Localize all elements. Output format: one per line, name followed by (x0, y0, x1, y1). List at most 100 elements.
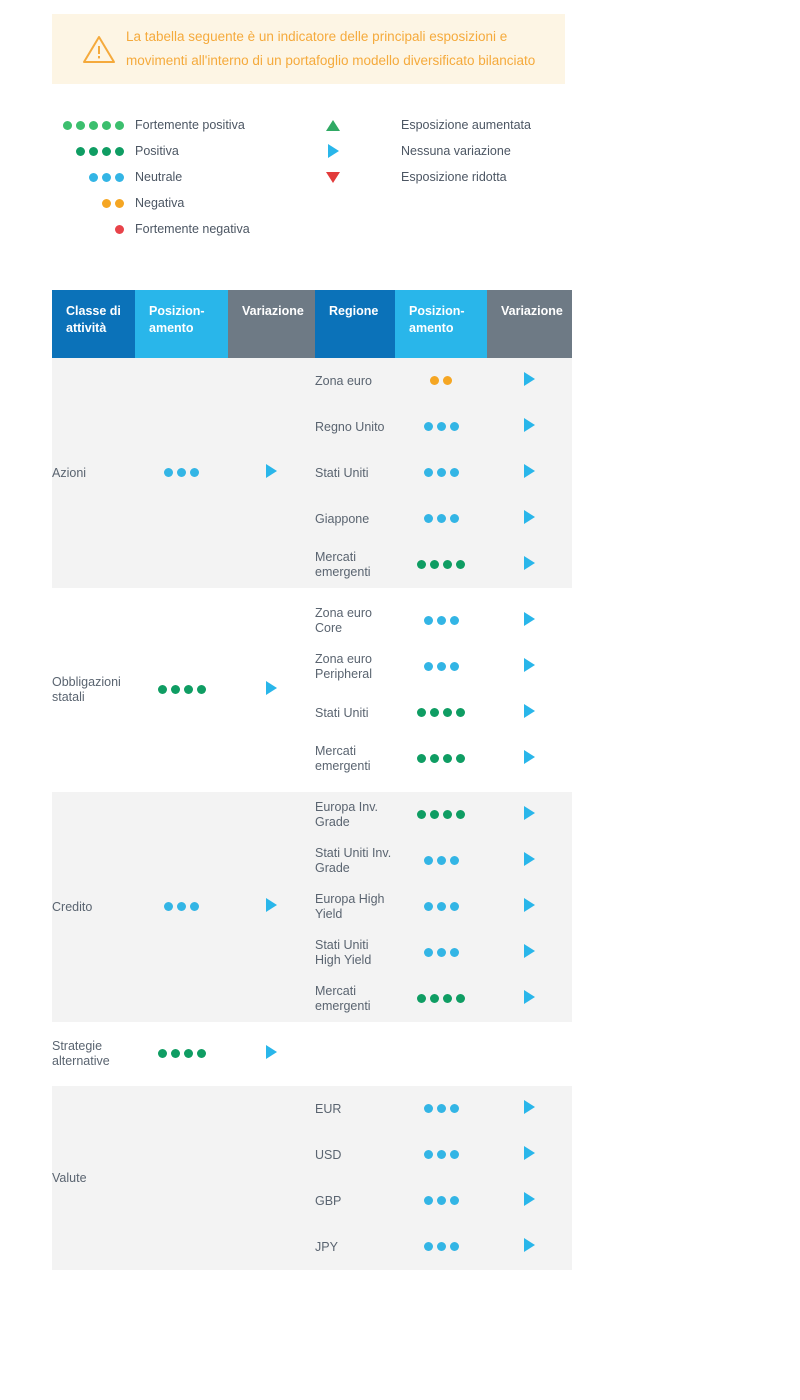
region-positioning-cell (395, 1032, 487, 1076)
arrow-down-icon (307, 171, 359, 183)
legend-item-exposure-increased: Esposizione aumentata (307, 112, 572, 138)
rating-dot (456, 993, 465, 1003)
rating-dot (423, 1195, 433, 1205)
region-positioning-cell (395, 838, 487, 884)
legend-dots-strong-positive (52, 120, 124, 130)
table-row: USD (52, 1132, 572, 1178)
rating-dot (449, 855, 459, 865)
rating-dot (183, 1048, 193, 1058)
legend-dot (63, 120, 72, 130)
rating-dot (430, 559, 439, 569)
rating-dot (423, 1241, 433, 1251)
table-row: Stati Uniti Inv. Grade (52, 838, 572, 884)
rating-dot (170, 1048, 180, 1058)
rating-dot (449, 1241, 459, 1251)
region-cell: USD (315, 1132, 395, 1178)
legend-dot (115, 120, 124, 130)
rating-dot (443, 809, 452, 819)
rating-dot (164, 901, 173, 911)
rating-dot (449, 1103, 459, 1113)
rating-dot (436, 1149, 446, 1159)
section-spacer-cell (52, 588, 572, 598)
section-spacer (52, 588, 572, 598)
column-header-variation-1: Variazione (228, 290, 315, 358)
asset-variation-cell (228, 1086, 315, 1270)
region-cell: Europa Inv. Grade (315, 792, 395, 838)
region-positioning-dots (417, 753, 465, 763)
section-spacer-cell (52, 1076, 572, 1086)
region-positioning-dots (417, 993, 465, 1003)
legend-label-positive: Positiva (135, 144, 179, 158)
arrow-right-icon (524, 1238, 535, 1252)
asset-positioning-cell (135, 1086, 228, 1270)
rating-dot (430, 993, 439, 1003)
region-variation-cell (487, 736, 572, 782)
region-cell: Zona euro Peripheral (315, 644, 395, 690)
rating-dot (449, 901, 459, 911)
asset-positioning-dots (164, 467, 199, 477)
rating-dot (190, 467, 199, 477)
table-row: Stati Uniti (52, 690, 572, 736)
arrow-right-icon (524, 806, 535, 820)
table-row: Mercati emergenti (52, 976, 572, 1022)
rating-dot (157, 1048, 167, 1058)
region-cell: Giappone (315, 496, 395, 542)
column-header-positioning-1: Posizion- amento (135, 290, 228, 358)
arrow-right-icon (266, 464, 277, 478)
asset-variation-cell (228, 792, 315, 1022)
section-spacer-cell (52, 1022, 572, 1032)
rating-dot (449, 661, 459, 671)
legend-label-strong-positive: Fortemente positiva (135, 118, 245, 132)
legend-item-exposure-reduced: Esposizione ridotta (307, 164, 572, 190)
region-positioning-cell (395, 976, 487, 1022)
rating-dot (436, 947, 446, 957)
region-positioning-cell (395, 644, 487, 690)
table-row: Azioni Zona euro (52, 358, 572, 588)
asset-class-cell: Valute (52, 1086, 135, 1270)
rating-dot (423, 947, 433, 957)
rating-dot (417, 753, 426, 763)
rating-dot (417, 707, 426, 717)
region-variation-cell (487, 496, 572, 542)
asset-class-cell: Obbligazioni statali (52, 598, 135, 782)
region-positioning-dots (423, 901, 459, 911)
asset-variation-cell (228, 1032, 315, 1076)
region-positioning-cell (395, 930, 487, 976)
rating-dot (164, 467, 173, 477)
arrow-right-icon (524, 418, 535, 432)
region-positioning-dots (423, 1149, 459, 1159)
rating-dot (443, 753, 452, 763)
rating-dot (443, 559, 452, 569)
legend-dot (102, 198, 111, 208)
region-cell: JPY (315, 1224, 395, 1270)
region-variation-cell (487, 792, 572, 838)
region-positioning-cell (395, 450, 487, 496)
table-header-row: Classe di attività Posizion- amento Vari… (52, 290, 572, 358)
table-row: Credito Europa Inv. Grade (52, 792, 572, 1022)
rating-dot (456, 559, 465, 569)
rating-dot (430, 375, 439, 385)
rating-dot (456, 753, 465, 763)
asset-positioning-cell (135, 598, 228, 782)
rating-dot (436, 1103, 446, 1113)
region-positioning-cell (395, 690, 487, 736)
table-body: Azioni Zona euro Regno Unito Stati Uniti Gia… (52, 358, 572, 1270)
legend-scale-column: Fortemente positiva Positiva Neutrale Ne… (52, 112, 322, 242)
region-variation-cell (487, 930, 572, 976)
region-positioning-cell (395, 542, 487, 588)
asset-positioning-cell (135, 358, 228, 588)
table-row: Stati Uniti High Yield (52, 930, 572, 976)
region-variation-cell (487, 1086, 572, 1132)
arrow-right-icon (524, 658, 535, 672)
region-positioning-dots (423, 661, 459, 671)
rating-dot (423, 855, 433, 865)
region-cell: Stati Uniti (315, 690, 395, 736)
arrow-up-icon (307, 119, 359, 131)
region-cell: EUR (315, 1086, 395, 1132)
rating-dot (430, 809, 439, 819)
section-spacer (52, 1076, 572, 1086)
rating-dot (449, 615, 459, 625)
region-variation-cell (487, 358, 572, 404)
table-row: Stati Uniti (52, 450, 572, 496)
rating-dot (423, 615, 433, 625)
